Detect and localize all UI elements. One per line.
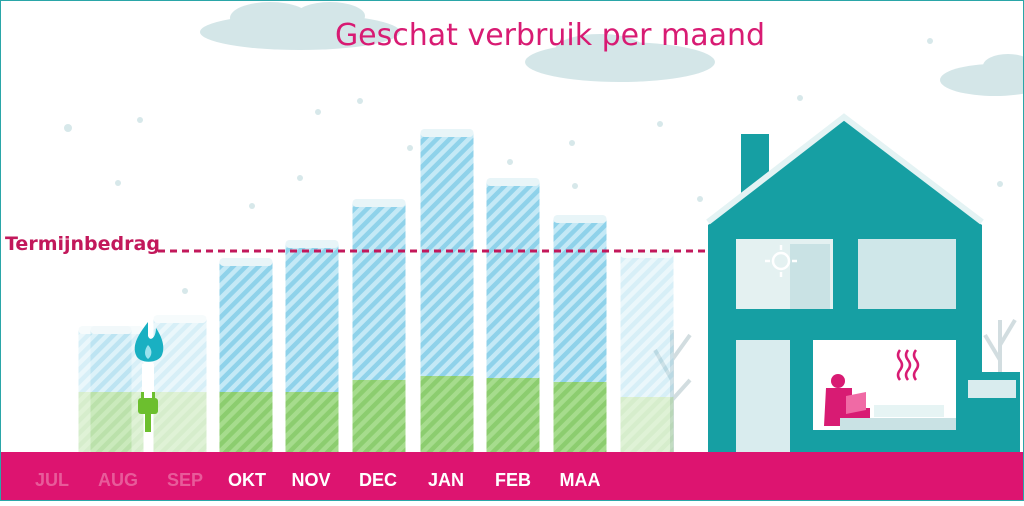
- bar-snowcap-okt: [219, 258, 273, 266]
- month-axis-band: [0, 452, 1024, 501]
- plug-icon: [138, 392, 158, 432]
- month-label-maa: MAA: [560, 470, 601, 490]
- cloud: [983, 54, 1024, 78]
- cloud: [230, 2, 310, 34]
- bar-base-nov: [285, 392, 339, 452]
- clouds: [200, 2, 1024, 96]
- heat-icon: [896, 349, 920, 381]
- reading-person: [824, 374, 870, 426]
- house: [706, 113, 1020, 452]
- bar-jan: [420, 129, 474, 452]
- bar-base-sep: [153, 392, 207, 452]
- bar-snowcap-dec: [352, 199, 406, 207]
- gas-flame-icon: [134, 322, 164, 398]
- bar-base-maa: [553, 382, 607, 452]
- bar-nov: [285, 240, 339, 452]
- bar-snowcap-apr: [620, 250, 674, 258]
- month-label-jul: JUL: [35, 470, 69, 490]
- chart-title: Geschat verbruik per maand: [334, 18, 766, 53]
- bar-maa: [553, 215, 607, 452]
- month-label-sep: SEP: [167, 470, 203, 490]
- month-label-aug: AUG: [98, 470, 138, 490]
- window-top-right: [858, 239, 956, 309]
- bar-base-aug: [90, 392, 144, 452]
- cloud: [555, 34, 645, 66]
- month-label-jan: JAN: [428, 470, 464, 490]
- bar-base-okt: [219, 392, 273, 452]
- bar-snowcap-maa: [553, 215, 607, 223]
- month-label-feb: FEB: [495, 470, 531, 490]
- bar-okt: [219, 258, 273, 452]
- bar-snowcap-aug: [90, 326, 144, 334]
- door-top-left: [790, 244, 830, 309]
- month-labels: JUL AUG SEP OKT NOV DEC JAN FEB MAA: [35, 470, 601, 490]
- bar-apr: [620, 250, 674, 452]
- bar-snowcap-sep: [153, 315, 207, 323]
- door: [736, 340, 790, 452]
- month-label-nov: NOV: [291, 470, 330, 490]
- month-label-okt: OKT: [228, 470, 266, 490]
- termijnbedrag-label: Termijnbedrag: [5, 233, 160, 255]
- bar-base-dec: [352, 380, 406, 452]
- bar-snowcap-feb: [486, 178, 540, 186]
- bar-dec: [352, 199, 406, 452]
- bar-sep: [153, 315, 207, 452]
- radiator: [874, 405, 944, 417]
- bar-aug: [90, 326, 144, 452]
- bar-feb: [486, 178, 540, 452]
- bar-base-apr: [620, 397, 674, 452]
- bar-snowcap-jan: [420, 129, 474, 137]
- bar-base-jan: [420, 376, 474, 452]
- bars: [78, 129, 674, 452]
- bar-base-feb: [486, 378, 540, 452]
- bar-snowcap-nov: [285, 240, 339, 248]
- month-label-dec: DEC: [359, 470, 397, 490]
- cloud: [295, 2, 365, 30]
